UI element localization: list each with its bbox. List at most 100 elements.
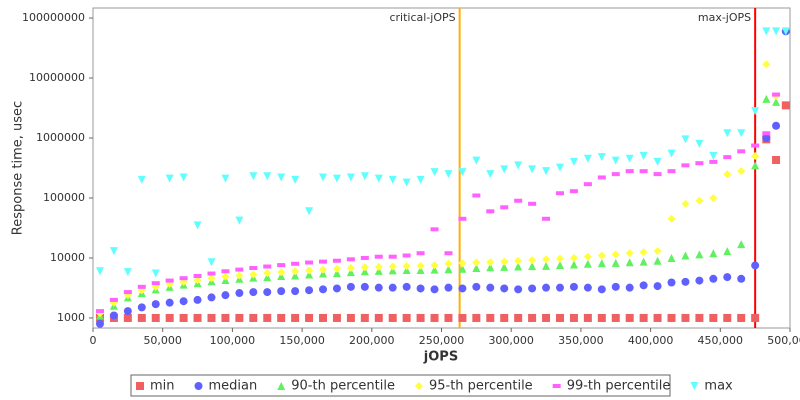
data-point <box>500 284 509 293</box>
data-point <box>416 284 425 293</box>
data-point <box>639 257 648 266</box>
data-point <box>332 313 341 322</box>
data-point <box>723 273 732 282</box>
data-point <box>667 214 676 223</box>
data-point <box>500 257 509 266</box>
data-point <box>360 267 369 276</box>
data-point <box>235 267 244 272</box>
data-point <box>667 313 676 322</box>
data-point <box>263 264 272 269</box>
data-point <box>346 257 355 262</box>
legend-label: 99-th percentile <box>567 379 671 394</box>
data-point <box>625 258 634 267</box>
data-point <box>723 313 732 322</box>
data-point <box>458 284 467 293</box>
data-point <box>486 258 495 267</box>
data-point <box>291 267 300 276</box>
data-point <box>235 271 244 280</box>
data-point <box>249 313 258 322</box>
data-point <box>569 157 578 166</box>
data-point <box>277 173 286 182</box>
x-tick-label: 400,000 <box>628 334 674 347</box>
data-point <box>193 274 202 279</box>
x-tick-label: 450,000 <box>698 334 744 347</box>
data-point <box>639 248 648 257</box>
data-point <box>374 174 383 183</box>
data-point <box>277 287 286 296</box>
data-point <box>486 263 495 272</box>
legend-marker <box>552 384 561 388</box>
data-point <box>486 209 495 214</box>
data-point <box>346 264 355 273</box>
y-tick-label: 10000 <box>50 251 85 264</box>
data-point <box>528 201 537 206</box>
data-point <box>374 262 383 271</box>
data-point <box>569 282 578 291</box>
data-point <box>263 273 272 282</box>
data-point <box>137 303 146 312</box>
data-point <box>555 191 564 196</box>
data-point <box>486 283 495 292</box>
data-point <box>528 262 537 271</box>
data-point <box>360 282 369 291</box>
data-point <box>681 313 690 322</box>
data-point <box>681 251 690 260</box>
data-point <box>528 256 537 265</box>
data-point <box>444 251 453 256</box>
data-point <box>193 221 202 230</box>
data-point <box>277 268 286 277</box>
legend-marker <box>136 382 144 390</box>
data-point <box>751 313 760 322</box>
data-point <box>667 169 676 174</box>
data-point <box>332 284 341 293</box>
data-point <box>374 254 383 259</box>
data-point <box>388 175 397 184</box>
data-point <box>781 27 790 36</box>
data-point <box>151 269 160 278</box>
data-point <box>235 289 244 298</box>
x-axis-title: jOPS <box>423 350 458 365</box>
legend-label: 95-th percentile <box>429 379 533 394</box>
data-point <box>472 258 481 267</box>
data-point <box>360 313 369 322</box>
data-point <box>772 92 781 97</box>
data-point <box>762 60 771 69</box>
data-point <box>772 97 781 106</box>
data-point <box>625 249 634 258</box>
data-point <box>762 131 771 136</box>
data-point <box>137 284 146 289</box>
data-point <box>500 262 509 271</box>
data-point <box>179 297 188 306</box>
data-point <box>611 258 620 267</box>
data-point <box>772 121 781 130</box>
data-point <box>597 251 606 260</box>
data-point <box>402 313 411 322</box>
data-point <box>444 170 453 179</box>
data-point <box>781 101 790 110</box>
data-point <box>109 247 118 256</box>
data-point <box>332 269 341 278</box>
data-point <box>486 313 495 322</box>
x-tick-label: 0 <box>90 334 97 347</box>
data-point <box>263 172 272 181</box>
data-point <box>374 283 383 292</box>
data-point <box>458 168 467 177</box>
data-point <box>346 268 355 277</box>
data-point <box>555 254 564 263</box>
data-point <box>737 313 746 322</box>
data-point <box>611 313 620 322</box>
data-point <box>332 264 341 273</box>
data-point <box>597 285 606 294</box>
data-point <box>416 251 425 256</box>
data-point <box>179 276 188 281</box>
data-point <box>751 107 760 116</box>
data-point <box>597 313 606 322</box>
data-point <box>472 282 481 291</box>
data-point <box>165 313 174 322</box>
x-tick-label: 350,000 <box>558 334 604 347</box>
data-point <box>291 313 300 322</box>
data-point <box>374 313 383 322</box>
data-point <box>416 261 425 270</box>
data-point <box>207 271 216 276</box>
data-point <box>653 157 662 166</box>
